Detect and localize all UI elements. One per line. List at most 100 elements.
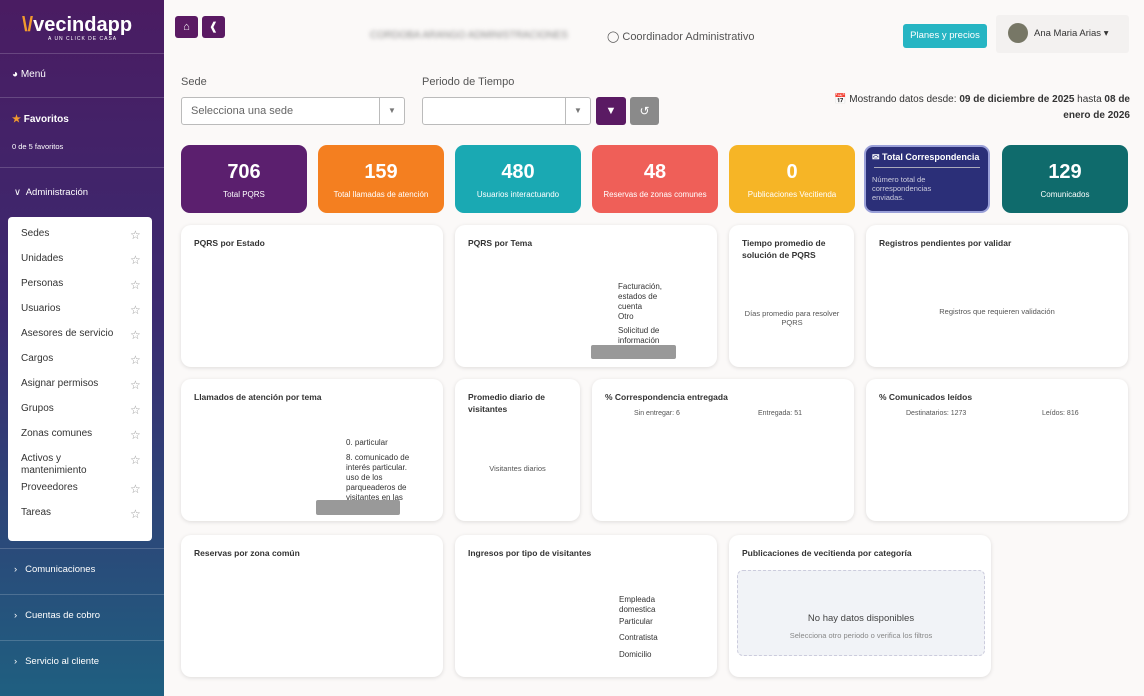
legend-label[interactable]: 0. particular [346,438,388,447]
menu-section[interactable]: › Comunicaciones [14,564,96,575]
user-name: Ana Maria Arias [1034,28,1102,39]
range-mid: hasta [1077,94,1102,105]
menu-section[interactable]: › Servicio al cliente [14,656,100,667]
submenu-item[interactable]: Usuarios [21,303,61,314]
kpi-card[interactable]: 706 Total PQRS [181,145,307,213]
widget-title: PQRS por Estado [194,238,265,248]
favorite-star: ☆ [130,328,141,342]
kpi-value: 48 [643,161,667,183]
section-label: Administración [25,187,89,198]
submenu-item[interactable]: Tareas [21,507,52,518]
submenu-item[interactable]: Cargos [21,353,54,364]
widget-title: Promedio diario de visitantes [468,392,545,414]
submenu-item[interactable]: Zonas comunes [21,428,93,439]
widget-card [729,225,854,367]
kpi-card[interactable]: 159 Total llamadas de atención [318,145,444,213]
favorite-star: ☆ [130,353,141,367]
legend-label[interactable]: Contratista [619,633,658,642]
kpi-label: Publicaciones Vecitienda [747,190,837,199]
sep [0,640,164,641]
date-range: 📅 Mostrando datos desde: 09 de diciembre… [834,94,1130,121]
stat-label: Sin entregar: [634,410,675,417]
filter-button[interactable]: ▼ [596,97,626,125]
stat-label: Leídos: [1042,410,1065,417]
submenu-item[interactable]: Proveedores [21,482,78,493]
menu-section[interactable]: › Cuentas de cobro [14,610,101,621]
stat-value: 816 [1066,410,1079,417]
submenu-item[interactable]: Sedes [21,228,50,239]
period-label: Periodo de Tiempo [422,76,515,88]
user-menu[interactable]: Ana Maria Arias ▾ [996,15,1129,53]
stat-value: 1273 [950,410,967,417]
widget-title: Publicaciones de vecitienda por categorí… [742,548,912,558]
role-label: Coordinador Administrativo [622,31,755,43]
caption: Registros que requieren validación [939,307,1055,316]
brand-name: vecindapp [33,14,133,36]
legend-label[interactable]: Empleada domestica [619,595,656,614]
empty-hint: Selecciona otro periodo o verifica los f… [789,631,933,640]
reset-button[interactable]: ↺ [630,97,659,125]
brand: \/vecindapp [22,14,133,36]
kpi-label: Total PQRS [223,190,265,199]
legend-label[interactable]: Particular [619,617,653,626]
caption: Visitantes diarios [489,464,546,473]
stat-value: 51 [794,410,802,417]
menu[interactable]: ◕ Menú [12,69,46,80]
kpi-label: Total llamadas de atención [333,190,429,199]
widget-title: Llamados de atención por tema [194,392,322,402]
widget-title: Tiempo promedio de solución de PQRS [742,238,826,260]
kpi-card[interactable]: 480 Usuarios interactuando [455,145,581,213]
favorite-star: ☆ [130,453,141,467]
kpi-value: 706 [227,161,261,183]
correspondence-card[interactable]: ✉ Total Correspondencia Número total de … [864,145,990,213]
kpi-card[interactable]: 0 Publicaciones Vecitienda [729,145,855,213]
favorites[interactable]: ★ Favoritos [12,114,69,125]
kpi-card[interactable]: 48 Reservas de zonas comunes [592,145,718,213]
submenu-item[interactable]: Personas [21,278,64,289]
kpi-label: Reservas de zonas comunes [603,190,707,199]
gauge-stat: Destinatarios: 1273 [906,410,966,417]
period-select[interactable]: ▼ [422,97,591,125]
favorites-label: Favoritos [23,114,69,125]
sidebar: \/vecindapp A UN CLICK DE CASA ◕ Menú ★ … [0,0,164,696]
widget-card [455,535,717,677]
widget-card [866,379,1128,521]
legend-label[interactable]: Solicitud de información [618,326,660,345]
sede-select[interactable]: Selecciona una sede ▼ [181,97,405,125]
kpi-value: 129 [1048,161,1082,183]
tagline: A UN CLICK DE CASA [48,36,118,42]
range-prefix: Mostrando datos desde: [849,94,957,105]
empty-box [737,570,985,656]
submenu-item[interactable]: Asignar permisos [21,378,99,389]
legend-label[interactable]: Domicilio [619,650,652,659]
corr-card-title-text: Total Correspondencia [882,152,980,162]
legend-label[interactable]: Otro [618,312,634,321]
legend-label[interactable]: 8. comunicado de interés particular. uso… [346,453,410,501]
range-from: 09 de diciembre de 2025 [959,94,1075,105]
kpi-value: 0 [786,161,798,183]
favorite-star: ☆ [130,228,141,242]
scroll-cover [316,500,400,515]
widget-card [866,225,1128,367]
favorite-star: ☆ [130,278,141,292]
favorite-star: ☆ [130,403,141,417]
submenu-item[interactable]: Grupos [21,403,54,414]
plans-button[interactable]: Planes y precios [903,24,987,48]
legend-label[interactable]: Facturación, estados de cuenta [618,282,663,311]
favorite-star: ☆ [130,378,141,392]
stat-label: Destinatarios: [906,410,949,417]
widget-title: Ingresos por tipo de visitantes [468,548,592,558]
favorite-star: ☆ [130,303,141,317]
kpi-card[interactable]: 129 Comunicados [1002,145,1128,213]
stat-label: Entregada: [758,410,793,417]
home-button[interactable]: ⌂ [175,16,198,38]
sede-label: Sede [181,76,207,88]
scroll-cover [591,345,676,359]
submenu-item[interactable]: Unidades [21,253,64,264]
submenu-item[interactable]: Asesores de servicio [21,328,114,339]
section[interactable]: ∨ Administración [14,187,89,198]
company: CORDOBA ARANGO ADMINISTRACIONES [370,30,568,41]
submenu-item[interactable]: Activos y mantenimiento [21,453,87,476]
corr-card-note: Número total de correspondencias enviada… [872,175,932,202]
back-button[interactable]: ❰ [202,16,225,38]
